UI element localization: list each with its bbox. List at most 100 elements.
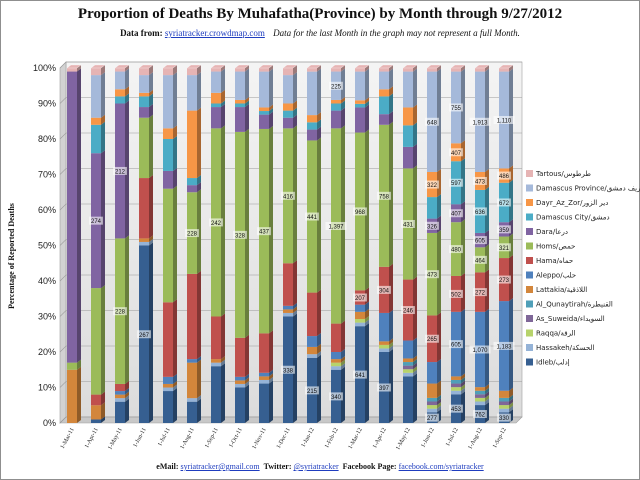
data-label-bg [497, 171, 511, 180]
data-label: 207 [355, 296, 366, 302]
bar-segment [403, 107, 413, 126]
data-source-link[interactable]: syriatracker.crowdmap.com [164, 28, 265, 38]
bar-segment-side [437, 168, 441, 198]
y-tick-label: 20% [38, 347, 56, 357]
bar-segment-side [149, 93, 153, 108]
bar-segment-side [317, 126, 321, 141]
bar-segment-side [365, 308, 369, 320]
data-label: 648 [427, 120, 438, 126]
bar-segment-side [365, 100, 369, 108]
bar-segment-side [365, 129, 369, 291]
bar-segment [211, 103, 221, 108]
bar-segment [379, 96, 389, 115]
bar-segment [235, 103, 245, 108]
data-label: 330 [499, 416, 510, 422]
bar-segment-side [197, 189, 201, 274]
bar-segment-side [149, 238, 153, 246]
bar-segment [451, 376, 461, 380]
bar-segment-side [461, 391, 465, 423]
bar-top [66, 64, 82, 69]
bar-segment-side [149, 104, 153, 118]
data-label: 1,070 [472, 348, 488, 354]
bar-segment [211, 316, 221, 360]
bar-segment-side [173, 299, 177, 377]
data-label: 1,913 [472, 120, 488, 126]
bar-segment [355, 103, 365, 108]
bar-segment-side [245, 128, 249, 338]
bar-segment-side [413, 362, 417, 370]
bar-segment-side [413, 276, 417, 341]
bar-segment-side [365, 104, 369, 133]
bar-segment [211, 68, 221, 72]
data-label-bg [233, 230, 247, 239]
bar-segment [403, 372, 413, 377]
bar-segment-side [125, 93, 129, 104]
email-link[interactable]: syriatracker@gmail.com [180, 462, 260, 471]
bar-segment [187, 398, 197, 402]
bar-segment [163, 376, 173, 384]
bar-segment [499, 390, 509, 398]
bar-segment-side [149, 72, 153, 93]
bar-segment-side [245, 68, 249, 100]
bar-segment-side [437, 380, 441, 398]
legend-label: Damascus Province/ريف دمشق [536, 185, 640, 193]
data-label-bg [493, 341, 515, 350]
bar-top [282, 64, 298, 69]
bar-segment-side [437, 68, 441, 172]
data-label: 473 [427, 273, 438, 279]
facebook-label: Facebook Page: [342, 462, 397, 471]
data-label: 597 [451, 181, 462, 187]
bar-segment [115, 383, 125, 392]
data-label-bg [497, 275, 511, 284]
bar-top [90, 64, 106, 69]
data-label: 242 [211, 221, 222, 227]
twitter-link[interactable]: @syriatracker [293, 462, 339, 471]
x-tick-label: 1-Dec-11 [276, 427, 292, 450]
bar-segment [427, 197, 437, 219]
bar-segment-side [173, 65, 177, 76]
bar-segment [187, 362, 197, 399]
data-label-bg [377, 285, 391, 294]
bar-segment [475, 68, 485, 72]
data-label-bg [401, 219, 415, 228]
bar-segment-side [173, 380, 177, 388]
gridline [59, 203, 522, 211]
bar-segment [283, 68, 293, 76]
bar-segment-side [245, 384, 249, 423]
data-label: 672 [499, 201, 510, 207]
data-label-bg [401, 306, 415, 315]
facebook-link[interactable]: facebook.com/syriatracker [398, 462, 484, 471]
bar-segment-side [485, 65, 489, 72]
bar-top [378, 64, 394, 69]
bar-segment-side [293, 260, 297, 306]
bar-segment-side [317, 343, 321, 355]
data-label: 321 [499, 246, 510, 252]
bar-segment-side [389, 338, 393, 345]
bar-segment-side [389, 349, 393, 423]
bar-segment-side [413, 366, 417, 373]
chart-subtitle: Data from: syriatracker.crowdmap.com Dat… [0, 28, 640, 38]
data-label: 272 [475, 291, 486, 297]
data-label-bg [353, 293, 367, 302]
bar-segment-side [197, 359, 201, 399]
data-label: 407 [451, 151, 462, 157]
bar-segment-side [317, 354, 321, 423]
bar-segment [139, 75, 149, 93]
data-label: 328 [235, 233, 246, 239]
bar-segment-side [125, 68, 129, 90]
data-label-bg [329, 81, 343, 90]
bar-segment-side [389, 86, 393, 97]
bar-segment-side [461, 387, 465, 395]
bar-segment-side [341, 320, 345, 352]
bar-segment-side [389, 68, 393, 90]
bar-segment [91, 117, 101, 125]
bar-segment [211, 107, 221, 129]
data-label-bg [425, 413, 439, 422]
bar-segment [331, 352, 341, 360]
bar-segment [91, 124, 101, 154]
bar-segment-side [437, 229, 441, 316]
bar-segment-side [341, 96, 345, 104]
bar-segment [451, 379, 461, 384]
data-label-bg [137, 330, 151, 339]
bar-segment-side [341, 100, 345, 111]
